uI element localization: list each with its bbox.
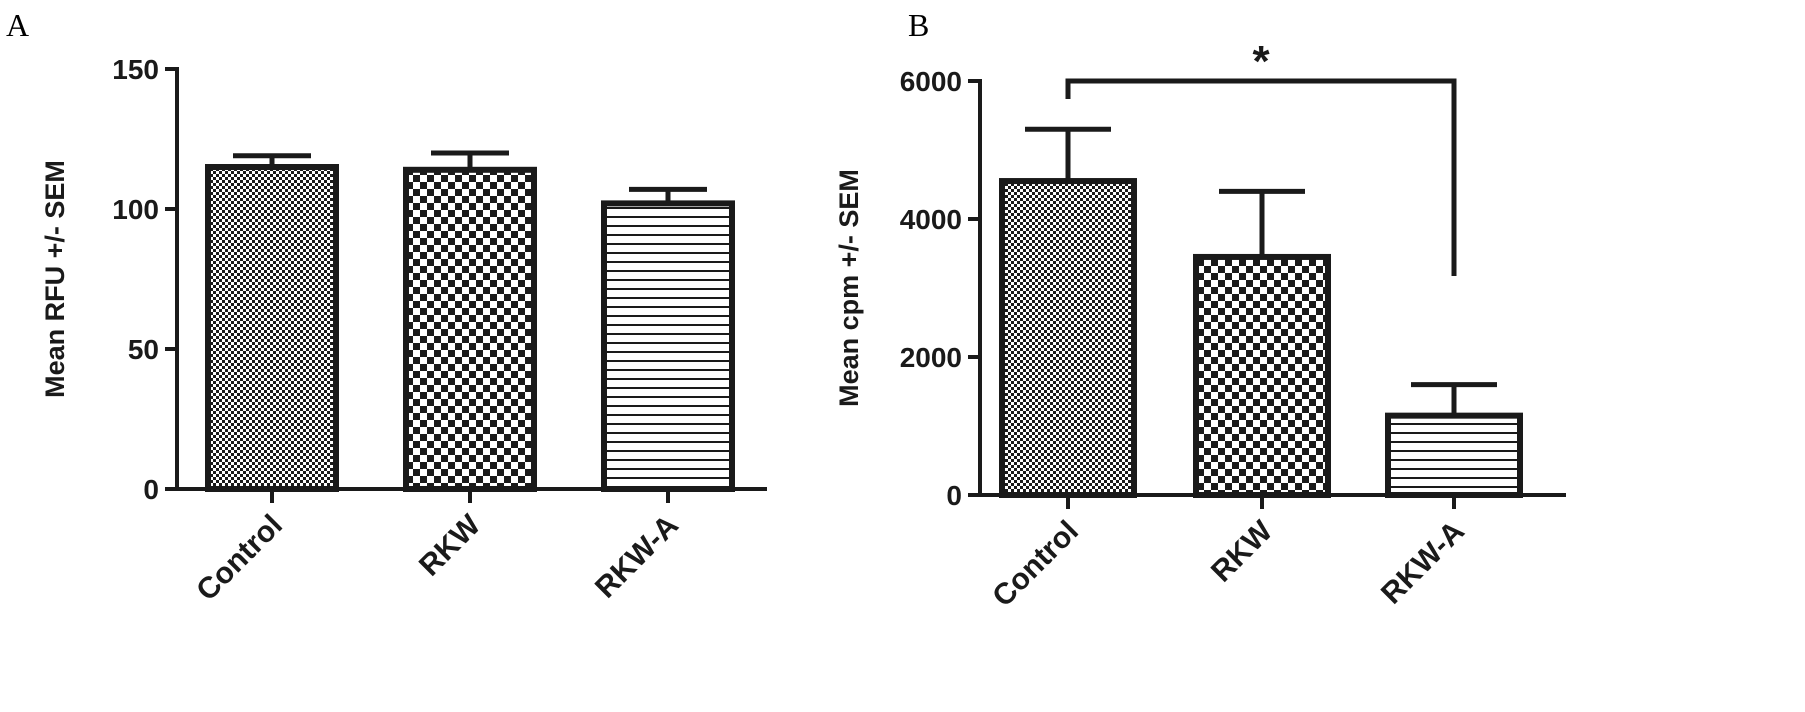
chart-panel-b: 0 2000 4000 6000 Control RKW RKW-A Mean cpm +/-… (834, 37, 1566, 613)
y-tick-label: 2000 (900, 342, 962, 373)
bar-control (205, 164, 339, 492)
bar-control (999, 178, 1137, 499)
y-tick-label: 0 (946, 480, 962, 511)
bar-rkw-a (601, 200, 735, 492)
y-tick-label: 4000 (900, 204, 962, 235)
x-tick-label: Control (986, 515, 1085, 614)
y-tick-label: 100 (112, 194, 159, 225)
x-tick-label: Control (190, 509, 289, 608)
x-tick-label: RKW-A (589, 509, 685, 605)
y-axis-title: Mean cpm +/- SEM (834, 169, 864, 407)
y-axis-title: Mean RFU +/- SEM (40, 160, 70, 398)
panel-label-a: A (6, 7, 29, 43)
x-tick-label: RKW-A (1375, 515, 1471, 611)
x-tick-label: RKW (413, 508, 487, 582)
bar-rkw (1193, 253, 1331, 499)
y-tick-label: 150 (112, 54, 159, 85)
x-tick-label: RKW (1205, 514, 1279, 588)
bar-rkw-a (1385, 412, 1523, 498)
bar-rkw (403, 166, 537, 493)
significance-bracket (1065, 78, 1457, 276)
panel-label-b: B (908, 7, 929, 43)
y-tick-label: 0 (143, 474, 159, 505)
significance-marker: * (1252, 37, 1270, 86)
y-tick-label: 50 (128, 334, 159, 365)
y-tick-label: 6000 (900, 66, 962, 97)
chart-panel-a: 0 50 100 150 Control RKW RKW-A Mean RFU +/- SEM (40, 54, 767, 607)
